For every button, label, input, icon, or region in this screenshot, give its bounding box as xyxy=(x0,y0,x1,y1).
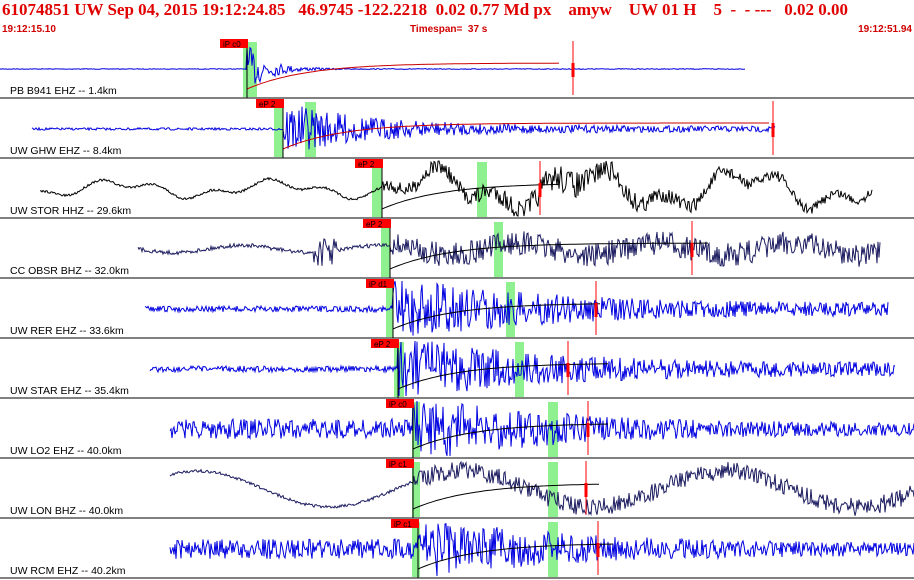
pick-flag xyxy=(371,339,399,348)
station-label: UW LON BHZ -- 40.0km xyxy=(10,505,123,517)
pick-label: eP 2 xyxy=(259,100,276,109)
event-summary-title: 61074851 UW Sep 04, 2015 19:12:24.85 46.… xyxy=(2,0,849,19)
coda-decay-curve xyxy=(282,122,769,150)
pick-label: eP 2 xyxy=(366,220,383,229)
pick-flag xyxy=(386,399,414,408)
trace-panel[interactable]: iP d1 UW RER EHZ -- 33.6km xyxy=(0,279,914,339)
pick-label: iP d1 xyxy=(369,280,388,289)
coda-marker-tick xyxy=(596,543,600,557)
waveform-trace xyxy=(169,400,914,457)
analysis-window xyxy=(381,222,390,277)
trace-panel[interactable]: eP 2 UW GHW EHZ -- 8.4km xyxy=(0,99,914,159)
pick-label: iP c0 xyxy=(223,40,241,49)
pick-flag xyxy=(363,219,391,228)
analysis-window xyxy=(412,522,420,577)
station-label: UW STOR HHZ -- 29.6km xyxy=(10,205,131,217)
analysis-window xyxy=(305,102,316,157)
trace-panel[interactable]: iP c0 UW LO2 EHZ -- 40.0km xyxy=(0,399,914,459)
trace-panel[interactable]: eP 2 UW STOR HHZ -- 29.6km xyxy=(0,159,914,219)
pick-label: iP c1 xyxy=(394,520,412,529)
station-label: UW GHW EHZ -- 8.4km xyxy=(10,145,122,157)
coda-marker-tick xyxy=(594,303,598,317)
pick-label: eP 2 xyxy=(374,340,391,349)
coda-marker-tick xyxy=(584,483,588,497)
waveform-trace xyxy=(144,280,889,336)
analysis-window xyxy=(494,222,503,277)
analysis-window xyxy=(506,282,515,337)
waveform-trace xyxy=(31,106,776,150)
seismogram-panel[interactable]: iP c0 PB B941 EHZ -- 1.4km eP 2 UW GHW EHZ … xyxy=(0,39,914,580)
pick-label: eP 2 xyxy=(358,160,375,169)
coda-marker-tick xyxy=(571,63,575,77)
coda-marker-tick xyxy=(690,243,694,257)
end-time-label: 19:12:51.94 xyxy=(858,24,912,35)
pick-flag xyxy=(256,99,284,108)
pick-flag xyxy=(220,39,248,48)
waveform-trace xyxy=(39,160,873,217)
coda-decay-curve xyxy=(412,423,609,450)
trace-panel[interactable]: iP c1 UW RCM EHZ -- 40.2km xyxy=(0,519,914,579)
start-time-label: 19:12:15.10 xyxy=(2,24,56,35)
coda-decay-curve xyxy=(381,183,559,210)
analysis-window xyxy=(412,462,420,517)
coda-marker-tick xyxy=(538,183,542,197)
station-label: CC OBSR BHZ -- 32.0km xyxy=(10,265,129,277)
trace-panel[interactable]: eP 2 CC OBSR BHZ -- 32.0km xyxy=(0,219,914,279)
coda-decay-curve xyxy=(412,483,599,510)
station-label: UW LO2 EHZ -- 40.0km xyxy=(10,445,122,457)
analysis-window xyxy=(548,462,558,517)
coda-marker-tick xyxy=(586,423,590,437)
station-label: PB B941 EHZ -- 1.4km xyxy=(10,85,117,97)
analysis-window xyxy=(515,342,524,397)
pick-label: iP c0 xyxy=(389,400,407,409)
pick-flag xyxy=(355,159,383,168)
coda-decay-curve xyxy=(246,62,560,90)
waveform-trace xyxy=(169,460,914,517)
coda-decay-curve xyxy=(392,303,601,330)
station-label: UW STAR EHZ -- 35.4km xyxy=(10,385,129,397)
waveform-trace xyxy=(149,340,896,397)
pick-flag xyxy=(366,279,394,288)
analysis-window xyxy=(250,42,257,97)
waveform-trace xyxy=(137,231,881,267)
station-label: UW RER EHZ -- 33.6km xyxy=(10,325,124,337)
coda-decay-curve xyxy=(397,363,608,390)
coda-decay-curve xyxy=(389,242,708,270)
coda-marker-tick xyxy=(771,123,775,137)
station-label: UW RCM EHZ -- 40.2km xyxy=(10,565,126,577)
pick-label: iP c1 xyxy=(389,460,407,469)
coda-marker-tick xyxy=(566,363,570,377)
trace-panel[interactable]: iP c1 UW LON BHZ -- 40.0km xyxy=(0,459,914,519)
analysis-window xyxy=(548,402,558,457)
analysis-window xyxy=(372,162,382,217)
waveform-trace xyxy=(169,523,914,577)
pick-flag xyxy=(391,519,419,528)
waveform-trace xyxy=(0,46,746,84)
trace-panel[interactable]: iP c0 PB B941 EHZ -- 1.4km xyxy=(0,39,914,99)
pick-flag xyxy=(386,459,414,468)
coda-decay-curve xyxy=(417,543,614,570)
timespan-label: Timespan= 37 s xyxy=(410,24,488,35)
event-header: 61074851 UW Sep 04, 2015 19:12:24.85 46.… xyxy=(0,0,914,38)
trace-panel[interactable]: eP 2 UW STAR EHZ -- 35.4km xyxy=(0,339,914,399)
seismogram-svg[interactable]: iP c0 PB B941 EHZ -- 1.4km eP 2 UW GHW EHZ … xyxy=(0,39,914,580)
